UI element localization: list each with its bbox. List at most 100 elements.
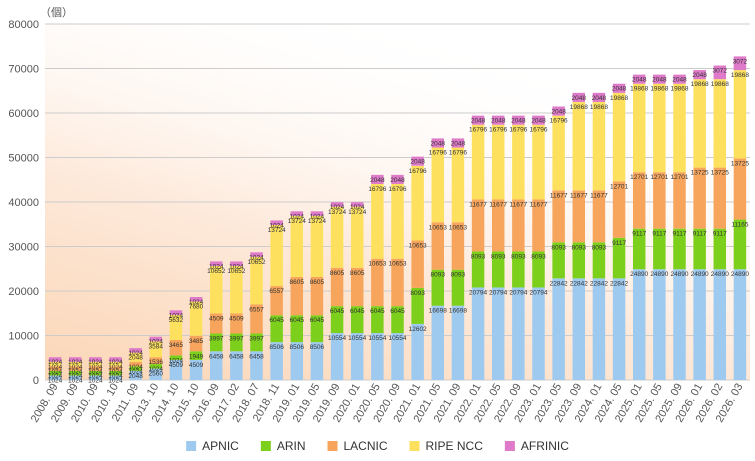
data-label: 9117 [632,231,646,238]
bar-segment-apnic [250,351,263,380]
data-label: 10652 [247,259,265,266]
bar-segment-apnic [230,351,243,380]
data-label: 19868 [650,86,668,93]
data-label: 11165 [731,222,748,229]
bar-segment-arin [169,355,183,360]
bar-segment-ripe-ncc [290,215,304,277]
data-label: 4509 [229,315,244,322]
bar-segment-ripe-ncc [451,147,465,223]
data-label: 4509 [209,315,224,322]
bar-segment-apnic [350,333,364,380]
bar-segment-ripe-ncc [532,124,545,200]
bar-segment-afrinic [169,310,183,315]
bar-segment-ripe-ncc [209,266,223,314]
bar-segment-arin [653,228,666,270]
bar-segment-lacnic [592,190,606,243]
bar-segment-apnic [209,351,223,380]
data-label: 2048 [370,177,385,184]
bar-segment-apnic [48,375,62,380]
bar-segment-apnic [391,333,404,380]
bar-segment-arin [713,228,727,270]
bar-segment-arin [733,219,747,270]
bar-segment-arin [129,366,142,371]
bar-segment-lacnic [209,313,223,334]
bar-segment-lacnic [68,366,82,371]
bar-segment-lacnic [512,199,525,252]
data-label: 12701 [670,174,688,181]
bar-segment-arin [451,269,465,306]
bar-segment-apnic [169,359,183,380]
data-label: 2048 [511,118,526,125]
bar-segment-afrinic [350,202,364,207]
data-label: 16698 [449,308,467,315]
legend-swatch [327,441,338,451]
legend: APNIC ARIN LACNIC RIPE NCC AFRINIC [186,439,569,453]
bar-segment-arin [48,370,62,376]
data-label: 1024 [290,213,305,220]
data-label: 1536 [149,359,164,366]
bar-segment-lacnic [693,167,706,229]
bar-segment-afrinic [250,252,263,257]
bar-segment-ripe-ncc [512,124,525,200]
data-label: 6045 [370,308,385,315]
bar-segment-ripe-ncc [431,147,445,223]
bar-segment-arin [68,370,82,376]
data-label: 8605 [330,270,345,277]
data-label: 8093 [471,253,486,260]
data-label: 8093 [431,272,446,279]
data-label: 1024 [88,359,103,366]
bar-segment-lacnic [169,339,183,356]
bar-segment-ripe-ncc [572,101,586,191]
bar-segment-arin [230,333,243,352]
bar-segment-afrinic [189,297,203,302]
bar-segment-arin [512,251,525,288]
data-label: 22842 [590,280,608,287]
bars: 1024102410241024102410241024102410241024… [48,56,749,384]
bar-segment-apnic [532,287,545,380]
data-label: 8605 [310,279,325,286]
data-label: 1024 [88,377,103,384]
bar-segment-apnic [89,375,102,380]
data-label: 10653 [449,224,467,231]
bar-segment-afrinic [673,74,686,84]
data-label: 2048 [128,373,143,380]
data-label: 1024 [269,222,284,229]
bar-segment-afrinic [209,261,223,267]
bar-segment-arin [209,333,223,352]
bar-segment-ripe-ncc [169,314,183,340]
data-label: 11677 [570,192,588,199]
data-label: 8506 [310,344,325,351]
data-label: 8506 [290,344,305,351]
bar-segment-lacnic [48,366,62,371]
bar-segment-afrinic [653,74,666,84]
bar-segment-lacnic [149,357,163,365]
bar-segment-apnic [149,368,163,380]
bar-segment-apnic [491,287,505,380]
data-label: 12701 [650,174,668,181]
bar-segment-afrinic [371,174,384,184]
data-label: 11677 [530,201,548,208]
bar-segment-ripe-ncc [653,83,666,173]
bar-segment-lacnic [491,199,505,252]
data-label: 8093 [511,253,526,260]
data-label: 19868 [590,104,608,111]
bar-segment-afrinic [290,211,304,216]
bar-segment-lacnic [310,276,324,316]
data-label: 10652 [207,268,225,275]
bar-segment-apnic [290,342,304,380]
y-tick-label: 60000 [8,108,39,120]
data-label: 1024 [149,339,164,346]
data-label: 2048 [672,77,687,84]
data-label: 24890 [630,271,648,278]
bar-segment-arin [391,306,404,334]
bar-segment-lacnic [129,361,142,367]
y-tick-label: 70000 [8,64,39,76]
bar-segment-afrinic [693,70,706,80]
data-label: 1024 [128,350,143,357]
data-label: 1024 [169,357,184,364]
bar-segment-ripe-ncc [471,124,485,200]
data-label: 10653 [368,261,386,268]
data-label: 1024 [128,368,143,375]
bar-segment-afrinic [612,83,626,93]
bar-segment-ripe-ncc [612,92,626,182]
